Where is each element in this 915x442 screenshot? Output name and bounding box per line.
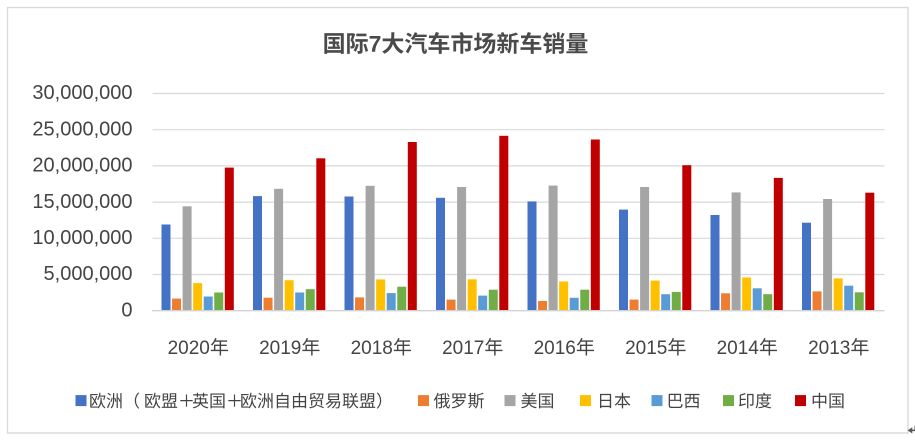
svg-text:15,000,000: 15,000,000 <box>32 191 132 213</box>
svg-text:2013: 2013 <box>808 338 850 359</box>
svg-text:10,000,000: 10,000,000 <box>32 227 132 249</box>
svg-text:20,000,000: 20,000,000 <box>32 155 132 177</box>
svg-text:2015: 2015 <box>625 338 667 359</box>
svg-text:2014: 2014 <box>717 338 760 359</box>
svg-text:30,000,000: 30,000,000 <box>32 82 132 104</box>
svg-text:2017: 2017 <box>442 338 484 359</box>
svg-text:25,000,000: 25,000,000 <box>32 118 132 140</box>
svg-text:2019: 2019 <box>259 338 301 359</box>
svg-text:2016: 2016 <box>534 338 576 359</box>
svg-text:2018: 2018 <box>351 338 393 359</box>
svg-text:2020: 2020 <box>168 338 210 359</box>
svg-text:0: 0 <box>121 299 132 321</box>
svg-text:5,000,000: 5,000,000 <box>44 263 133 285</box>
